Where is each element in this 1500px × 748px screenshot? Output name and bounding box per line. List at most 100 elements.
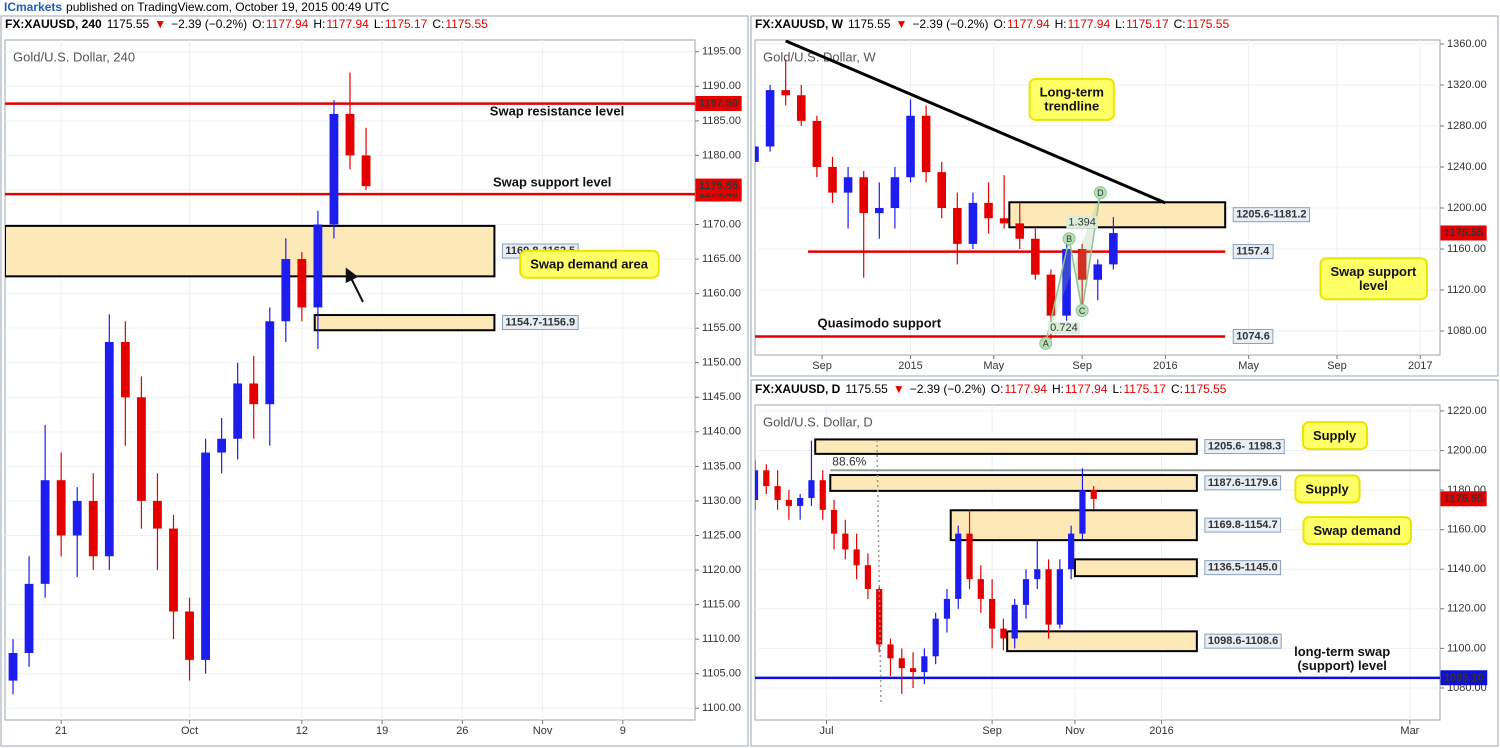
x-tick-label: 2015 xyxy=(898,360,922,372)
pattern-label: C xyxy=(1079,306,1086,316)
header-item: 1177.94 xyxy=(1004,382,1047,396)
charts: FX:XAUUSD, 240 1175.55 ▼ −2.39 (−0.2%) O:117… xyxy=(0,15,1499,747)
x-tick-label: Sep xyxy=(982,725,1002,737)
annotation: Supply xyxy=(1301,421,1369,451)
zone-label: 1187.6-1179.6 xyxy=(1208,477,1278,489)
candle-body xyxy=(755,470,759,500)
last-price-tag-box xyxy=(1440,225,1487,241)
candle-body xyxy=(1090,490,1097,499)
y-tick-label: 1120.00 xyxy=(1447,603,1486,615)
header-item: 1175.55 xyxy=(1187,17,1230,31)
candle-body xyxy=(966,533,973,580)
annotation-line: (support) level xyxy=(1297,659,1387,674)
candle-body xyxy=(217,438,227,453)
candle-body xyxy=(843,177,853,193)
header-item: 1175.55 xyxy=(445,17,488,31)
zone-label: 1098.6-1108.6 xyxy=(1208,635,1278,647)
candle-body xyxy=(1034,569,1041,580)
level-label-box xyxy=(1232,244,1274,260)
y-tick-label: 1080.00 xyxy=(1447,325,1487,337)
zone-label-box xyxy=(1232,207,1311,223)
zone-label-box xyxy=(1204,633,1282,649)
candle-body xyxy=(842,533,849,550)
y-tick-label: 1155.00 xyxy=(702,322,741,334)
candle-body xyxy=(329,113,339,225)
header-item: C: xyxy=(432,17,444,31)
candle-body xyxy=(853,549,860,566)
x-tick-label: 12 xyxy=(296,725,308,737)
annotation: Swap support level xyxy=(493,174,611,189)
header-item: FX:XAUUSD, 240 xyxy=(5,17,102,31)
arrow xyxy=(345,267,364,303)
zone-label-box xyxy=(1204,475,1282,491)
chart-panel: FX:XAUUSD, W 1175.55 ▼ −2.39 (−0.2%) O:1177.… xyxy=(750,15,1499,377)
header-item: H: xyxy=(313,17,325,31)
annotation-line: Long-term xyxy=(1040,85,1104,100)
header-item: H: xyxy=(1055,17,1067,31)
x-tick-label: Oct xyxy=(181,725,198,737)
plot-frame xyxy=(754,404,1441,721)
y-tick-label: 1220.00 xyxy=(1447,405,1487,417)
level-label-box xyxy=(1232,328,1274,344)
x-tick-label: Sep xyxy=(812,360,832,372)
last-price-tag-box xyxy=(1440,491,1487,507)
header-item: O: xyxy=(252,17,265,31)
price-tag: 1187.50 xyxy=(699,97,738,109)
y-tick-label: 1105.00 xyxy=(702,668,741,680)
byline: ICmarkets published on TradingView.com, O… xyxy=(4,0,390,14)
pattern-point xyxy=(1075,304,1089,318)
candle-body xyxy=(875,208,884,214)
y-tick-label: 1100.00 xyxy=(702,702,741,714)
price-tag: 1085.10 xyxy=(1444,672,1484,684)
candle-body xyxy=(864,565,872,590)
candle-body xyxy=(781,90,790,96)
candle-body xyxy=(887,644,894,659)
zone-label: 1205.6- 1198.3 xyxy=(1208,441,1281,453)
header-item: ▼ xyxy=(896,17,908,31)
annotation-text: Supply xyxy=(1305,482,1349,497)
x-tick-label: Sep xyxy=(1327,360,1347,372)
candle-body xyxy=(968,202,978,244)
candle-body xyxy=(1046,274,1056,316)
candle-body xyxy=(859,177,868,214)
candle-body xyxy=(797,497,804,506)
candle-body xyxy=(1068,533,1075,570)
zone-label: 1205.6-1181.2 xyxy=(1236,209,1306,221)
candle-body xyxy=(1031,238,1040,275)
candle-body xyxy=(1077,249,1087,280)
callout-box xyxy=(1294,474,1361,504)
candle-body xyxy=(953,208,962,244)
chart-title: Gold/U.S. Dollar, 240 xyxy=(13,49,135,64)
candle-body xyxy=(120,341,130,398)
candle-body xyxy=(24,583,34,653)
header-item: FX:XAUUSD, D xyxy=(755,382,841,396)
callout-box xyxy=(1028,77,1115,121)
x-tick-label: 19 xyxy=(376,725,388,737)
zone xyxy=(814,438,1198,455)
callout-box xyxy=(1301,421,1369,451)
level-name: 88.6% xyxy=(832,454,866,468)
level-label: 1157.4 xyxy=(1236,246,1270,258)
annotation-line: Swap support xyxy=(1330,264,1417,279)
annotation: long-term swap (support) level xyxy=(1294,645,1390,674)
author[interactable]: ICmarkets xyxy=(4,0,62,14)
candle-body xyxy=(937,172,947,209)
candle-body xyxy=(72,500,82,536)
header-item: FX:XAUUSD, W xyxy=(755,17,844,31)
candle-body xyxy=(898,658,905,669)
chart-panel: FX:XAUUSD, D 1175.55 ▼ −2.39 (−0.2%) O:1177.… xyxy=(750,379,1499,747)
plot: 1205.6- 1198.3 1187.6-1179.6 1169.8-1154.7… xyxy=(755,438,1440,694)
x-tick-label: 2017 xyxy=(1408,360,1432,372)
annotation: Swap support level xyxy=(1319,257,1429,301)
byline-text: published on TradingView.com, October 19… xyxy=(66,0,390,14)
candle-body xyxy=(1045,569,1052,625)
candle-body xyxy=(1109,233,1118,265)
pattern-point xyxy=(1062,232,1076,246)
x-tick-label: Nov xyxy=(533,725,553,737)
annotation-text: long-term swap (support) level xyxy=(1294,645,1390,674)
candle-body xyxy=(8,652,18,681)
level-label: 1074.6 xyxy=(1236,330,1270,342)
x-tick-label: 26 xyxy=(456,725,468,737)
x-tick-label: 2016 xyxy=(1153,360,1177,372)
pattern-label: B xyxy=(1066,234,1072,244)
